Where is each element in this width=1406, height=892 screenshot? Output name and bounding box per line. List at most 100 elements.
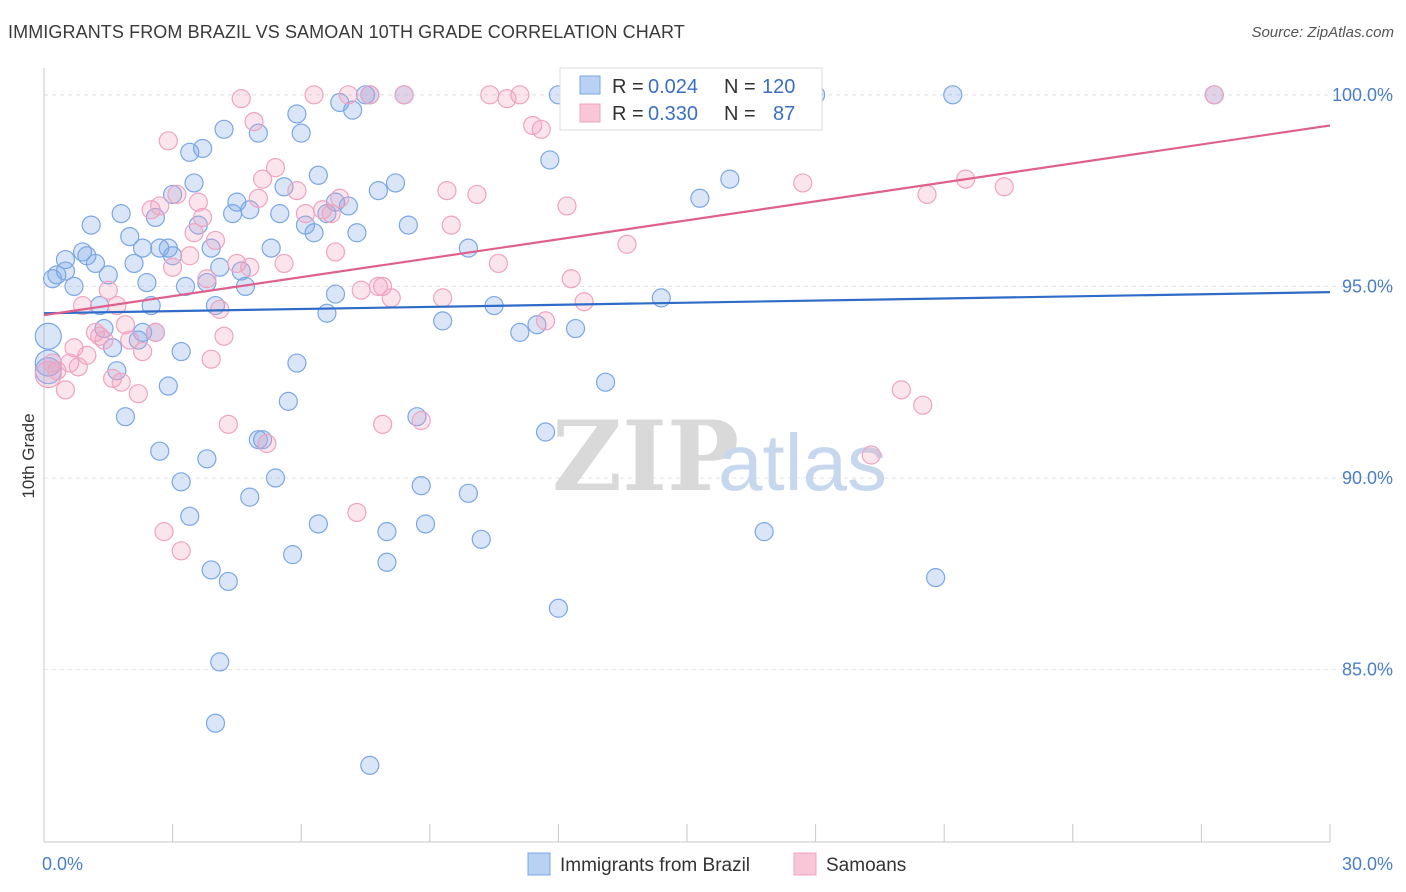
samoans-point xyxy=(150,196,170,216)
x-tick-label-min: 0.0% xyxy=(42,854,83,874)
brazil-point xyxy=(304,223,324,243)
trend-lines xyxy=(43,124,1331,317)
brazil-point xyxy=(398,215,418,235)
samoans-point xyxy=(227,253,247,274)
brazil-point xyxy=(415,514,436,534)
legend-r-value-brazil: 0.024 xyxy=(648,76,698,98)
brazil-point xyxy=(385,173,406,193)
brazil-point xyxy=(368,181,388,201)
samoans-point xyxy=(330,188,350,208)
samoans-point xyxy=(617,234,637,254)
brazil-point xyxy=(510,322,530,342)
brazil-point xyxy=(111,204,131,224)
brazil-point xyxy=(377,552,397,572)
legend-box xyxy=(559,67,823,131)
samoans-point xyxy=(218,414,238,434)
brazil-point xyxy=(265,468,286,488)
brazil-point xyxy=(77,246,97,266)
samoans-point xyxy=(347,502,367,523)
brazil-point xyxy=(355,85,376,105)
samoans-point xyxy=(193,207,213,228)
legend-swatch-brazil xyxy=(579,75,601,95)
brazil-point xyxy=(595,372,616,392)
samoans-point xyxy=(531,119,551,139)
samoans-point xyxy=(557,196,577,216)
brazil-point xyxy=(308,165,328,185)
x-tick-label-max: 30.0% xyxy=(1342,854,1393,874)
samoans-point xyxy=(488,253,508,274)
brazil-point xyxy=(291,123,311,143)
y-tick-label: 100.0% xyxy=(1332,85,1393,105)
samoans-point xyxy=(128,384,148,404)
samoans-point xyxy=(248,188,268,208)
legend-n-value-brazil: 120 xyxy=(762,76,795,98)
brazil-point xyxy=(433,311,453,331)
brazil-point xyxy=(197,449,217,469)
brazil-point xyxy=(150,441,170,461)
samoans-point xyxy=(201,349,221,369)
brazil-point xyxy=(115,407,136,427)
samoans-point xyxy=(154,522,174,542)
samoans-point xyxy=(321,204,341,224)
samoans-point xyxy=(351,280,371,300)
samoans-point xyxy=(240,257,260,277)
brazil-point xyxy=(411,476,431,496)
brazil-point xyxy=(926,568,946,588)
brazil-point xyxy=(81,215,101,235)
samoans-point xyxy=(561,269,581,289)
samoans-point xyxy=(304,85,324,105)
samoans-point xyxy=(98,280,118,300)
brazil-point xyxy=(120,226,140,247)
samoans-point xyxy=(360,85,380,105)
samoans-point xyxy=(411,410,431,431)
samoans-point xyxy=(368,276,388,297)
samoans-point xyxy=(171,541,191,561)
grid-lines xyxy=(44,94,1390,671)
samoans-point xyxy=(253,169,273,189)
brazil-point xyxy=(343,100,363,120)
samoans-point xyxy=(167,184,187,205)
samoans-point xyxy=(480,85,500,105)
brazil-point xyxy=(171,341,191,362)
samoans-point xyxy=(111,372,131,392)
bottom-legend-label-brazil: Immigrants from Brazil xyxy=(560,855,750,876)
samoans-point xyxy=(325,242,346,262)
correlation-legend: R = 0.024 N = 120 R = 0.330 N = 87 xyxy=(559,67,823,131)
brazil-point xyxy=(98,265,118,285)
samoans-point xyxy=(437,181,457,201)
brazil-point xyxy=(325,284,346,304)
brazil-point xyxy=(720,169,740,189)
y-tick-labels: 85.0% 90.0% 95.0% 100.0% xyxy=(1332,85,1393,680)
brazil-point xyxy=(175,276,196,297)
brazil-point xyxy=(565,318,586,339)
samoans-point xyxy=(214,326,234,346)
samoans-point xyxy=(373,414,393,434)
samoans-point xyxy=(433,288,453,308)
brazil-point xyxy=(193,138,213,159)
samoans-point xyxy=(994,177,1014,197)
y-tick-label: 85.0% xyxy=(1342,660,1393,680)
y-tick-label: 90.0% xyxy=(1342,468,1393,488)
brazil-point xyxy=(240,487,260,507)
brazil-point xyxy=(471,529,491,549)
chart-title: IMMIGRANTS FROM BRAZIL VS SAMOAN 10TH GR… xyxy=(8,22,685,42)
brazil-point xyxy=(201,560,221,580)
brazil-point xyxy=(270,204,290,224)
brazil-point xyxy=(163,184,183,205)
samoans-point xyxy=(467,184,487,205)
samoans-point xyxy=(793,173,813,193)
brazil-point xyxy=(180,506,200,526)
brazil-point xyxy=(171,472,191,492)
brazil-point xyxy=(943,85,963,105)
brazil-point xyxy=(274,177,294,197)
legend-n-label-samoans: N = xyxy=(724,103,756,125)
legend-r-value-samoans: 0.330 xyxy=(648,103,698,125)
samoans-point xyxy=(861,445,881,465)
axes xyxy=(43,68,1331,843)
brazil-point xyxy=(754,522,774,542)
brazil-trend-line xyxy=(43,291,1331,315)
watermark: ZIP atlas xyxy=(552,400,887,513)
samoans-point xyxy=(338,85,358,105)
samoans-point xyxy=(535,311,556,331)
brazil-point xyxy=(535,422,556,442)
